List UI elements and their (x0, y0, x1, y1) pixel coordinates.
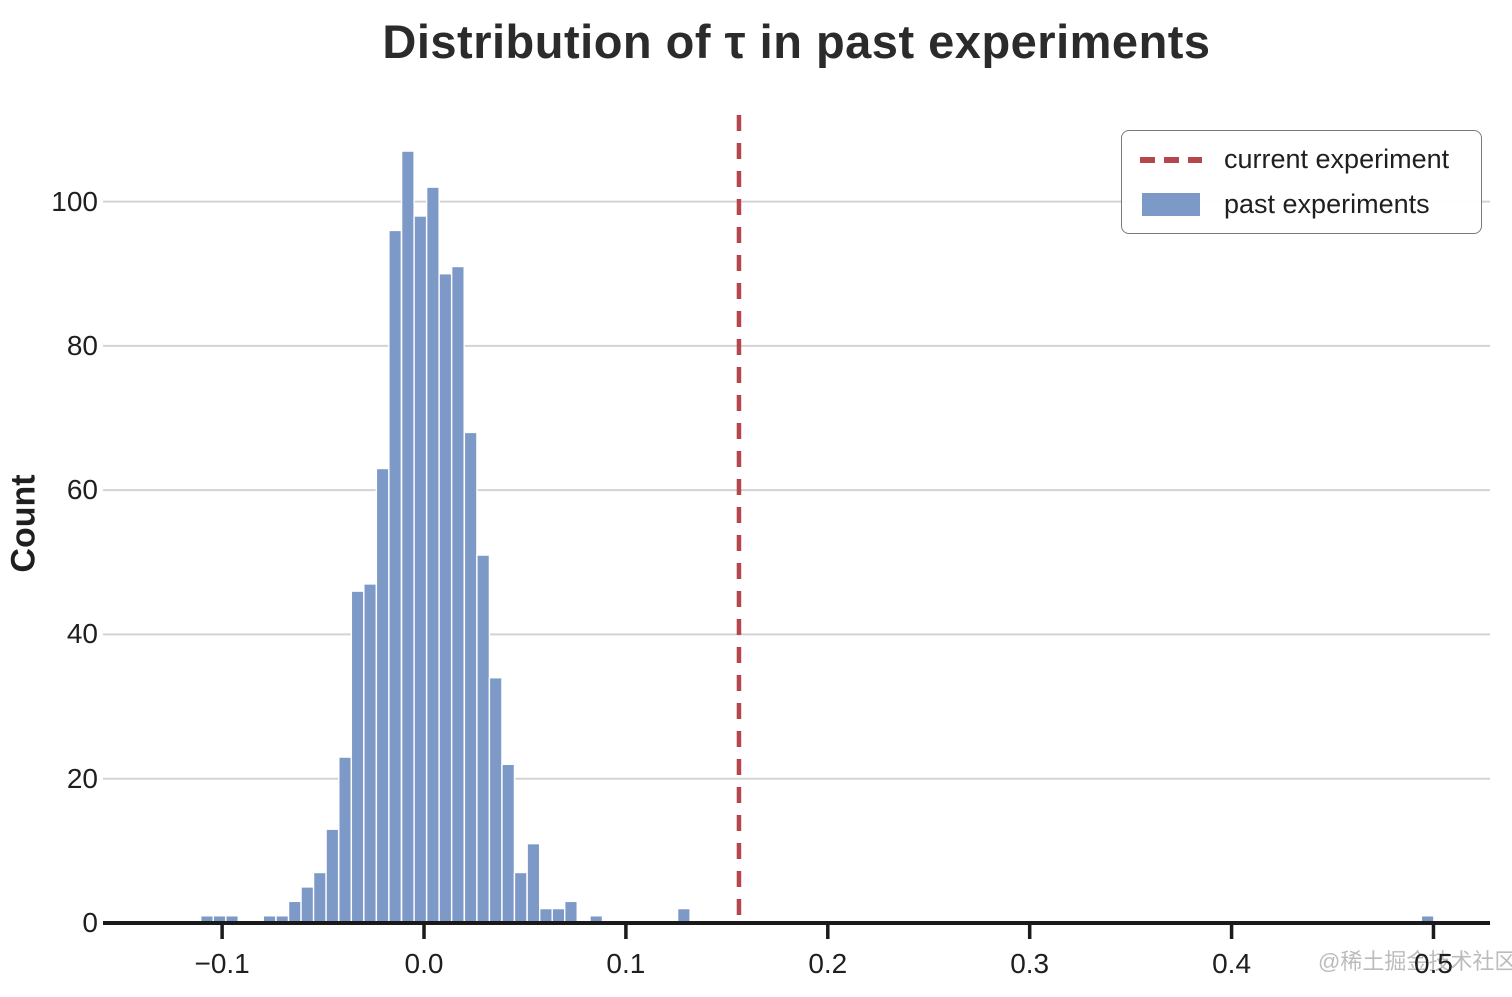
x-tick-label: 0.0 (404, 948, 444, 979)
histogram-bar (676, 907, 691, 924)
histogram-bar (513, 871, 528, 924)
histogram-bar (287, 900, 302, 924)
x-tick-label: −0.1 (194, 948, 250, 979)
histogram-bar (488, 677, 503, 924)
histogram-bar (413, 215, 428, 924)
x-tick-mark (624, 925, 628, 939)
x-tick-mark (1027, 925, 1032, 939)
chart-title-pre: Distribution of (382, 15, 725, 68)
histogram-bar (388, 229, 403, 924)
x-tick-label: 0.5 (1414, 948, 1453, 979)
histogram-bar (400, 150, 415, 924)
x-axis-spine (103, 921, 1490, 925)
y-tick-label: 40 (66, 618, 98, 650)
y-tick-label: 20 (66, 762, 98, 794)
y-tick-label: 80 (66, 329, 98, 361)
x-tick-mark (1229, 925, 1234, 939)
legend-item-current-experiment: current experiment (1140, 144, 1463, 175)
x-tick-mark (422, 925, 426, 939)
histogram-bar (325, 828, 340, 924)
histogram-bar (450, 265, 465, 924)
x-tick-label: 0.4 (1212, 948, 1252, 979)
blue-bar-swatch-icon (1140, 193, 1202, 216)
histogram-bar (312, 871, 327, 924)
histogram-bar (538, 907, 553, 924)
histogram-bar (425, 186, 440, 924)
histogram-bar (551, 907, 566, 924)
histogram-bar (463, 431, 478, 924)
histogram-bar (338, 756, 353, 924)
histogram-bar (350, 590, 365, 924)
legend-label-current-experiment: current experiment (1224, 144, 1450, 174)
histogram-bar (476, 554, 491, 924)
histogram-bar (438, 273, 453, 924)
x-tick-label: 0.2 (808, 948, 848, 979)
histogram-bar (501, 763, 516, 924)
legend: current experiment past experiments (1121, 130, 1482, 234)
histogram-bar (564, 900, 578, 924)
red-dashed-line-icon (1140, 156, 1202, 164)
x-tick-mark (220, 925, 224, 939)
histogram-bar (375, 467, 390, 924)
y-tick-label: 100 (51, 185, 98, 217)
x-tick-mark (1431, 925, 1436, 939)
histogram-bar (363, 583, 378, 924)
x-tick-label: 0.1 (606, 948, 646, 979)
watermark: @稀土掘金技术社区 (1318, 949, 1512, 974)
y-tick-label: 0 (82, 907, 98, 938)
legend-label-past-experiments: past experiments (1224, 189, 1430, 219)
x-tick-mark (826, 925, 830, 939)
x-tick-label: 0.3 (1010, 948, 1050, 979)
histogram-bar (300, 886, 315, 924)
y-tick-label: 60 (66, 474, 98, 506)
histogram-bar (526, 842, 541, 924)
chart-title-post: in past experiments (746, 15, 1211, 68)
hat-accent: ˆ (728, 0, 743, 31)
legend-item-past-experiments: past experiments (1140, 189, 1463, 220)
